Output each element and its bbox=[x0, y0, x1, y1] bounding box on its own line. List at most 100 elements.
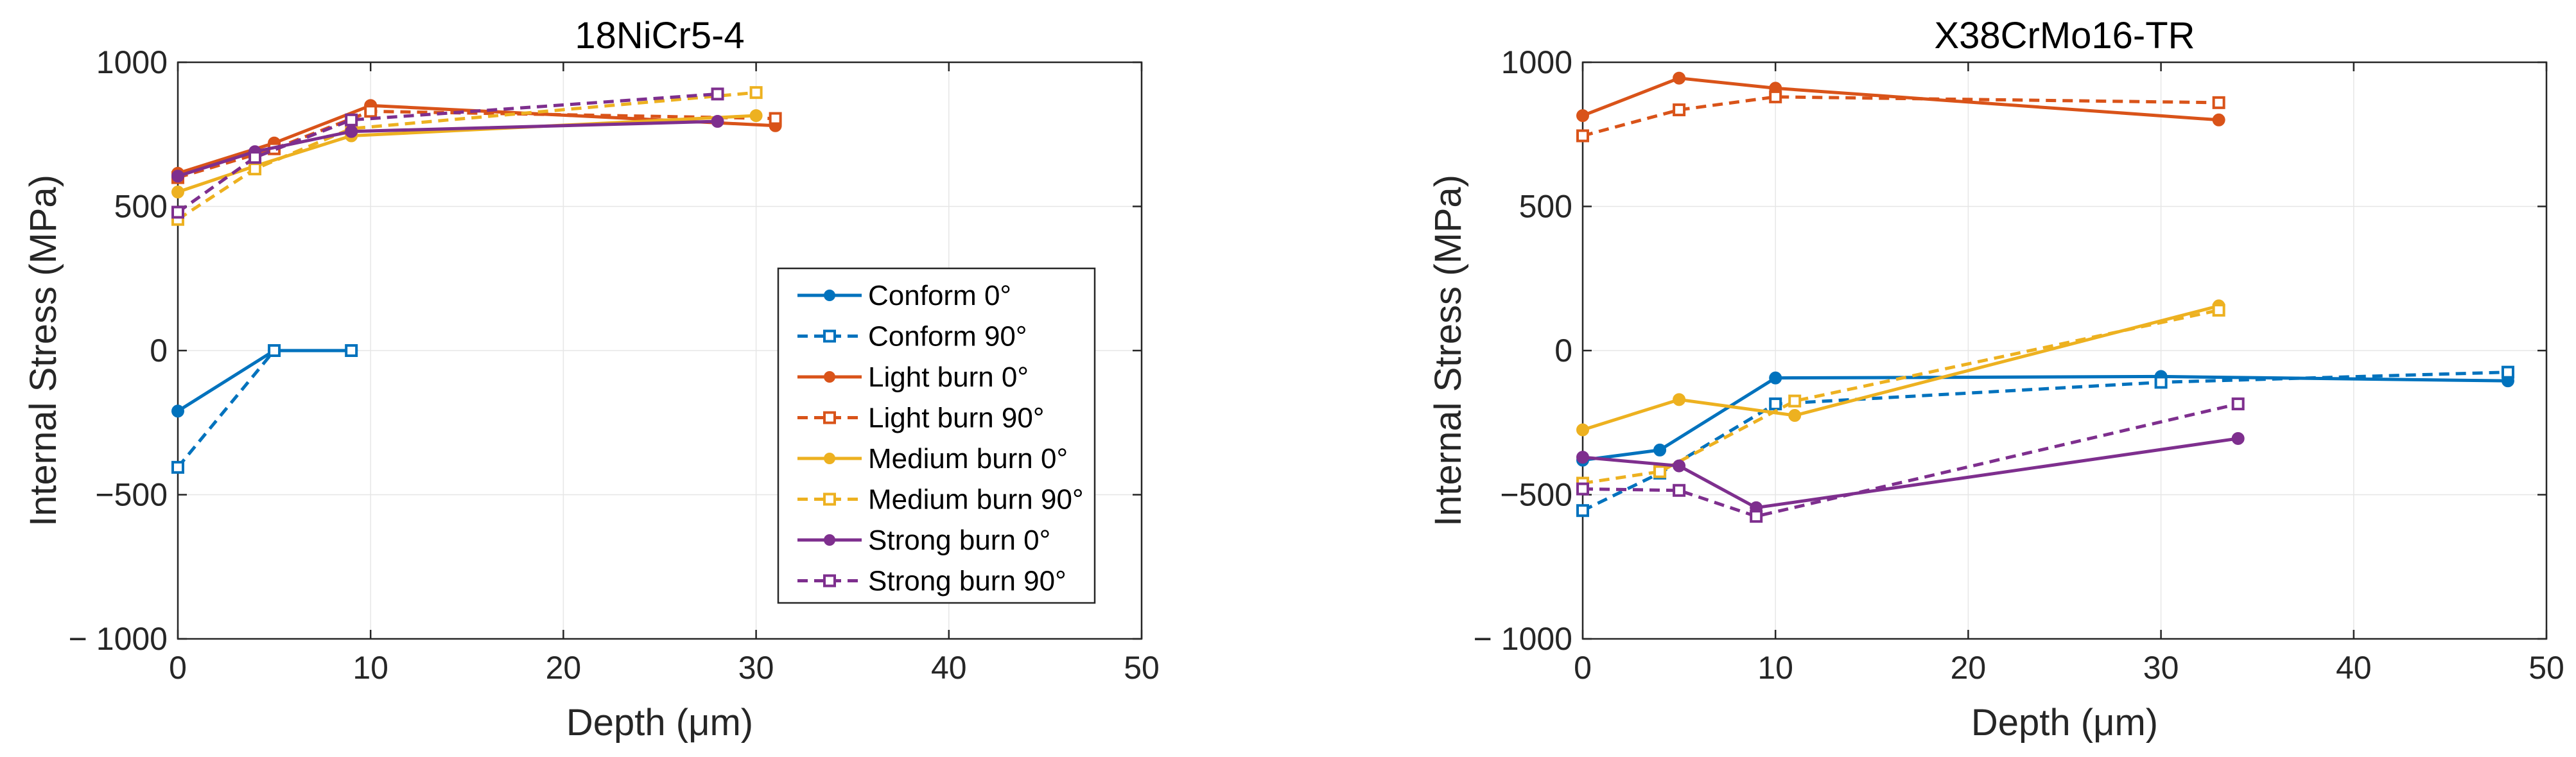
y-axis-label: Internal Stress (MPa) bbox=[22, 175, 64, 526]
x-tick-label: 40 bbox=[931, 650, 967, 686]
y-tick-label: − 1000 bbox=[69, 621, 168, 657]
series-conform-90 bbox=[171, 344, 358, 474]
x-tick-label: 30 bbox=[2143, 650, 2179, 686]
y-tick-label: − 1000 bbox=[1474, 621, 1572, 657]
data-point bbox=[171, 205, 184, 219]
legend-marker bbox=[824, 534, 835, 546]
x-tick-label: 50 bbox=[1124, 650, 1160, 686]
legend-item: Light burn 0° bbox=[797, 361, 1029, 393]
legend-item: Light burn 90° bbox=[797, 403, 1044, 434]
series-line bbox=[1582, 308, 2220, 485]
x-axis-label: Depth (μm) bbox=[566, 702, 753, 744]
data-point bbox=[364, 105, 378, 118]
y-tick-label: 0 bbox=[150, 333, 168, 369]
data-point bbox=[1750, 510, 1763, 523]
chart-title: 18NiCr5-4 bbox=[575, 15, 744, 57]
data-point bbox=[1769, 371, 1782, 385]
data-point bbox=[1788, 409, 1802, 422]
data-point bbox=[1576, 423, 1589, 437]
legend-label: Conform 90° bbox=[868, 321, 1027, 352]
data-point bbox=[345, 125, 358, 138]
legend-marker bbox=[823, 574, 836, 587]
legend-marker bbox=[824, 453, 835, 464]
x-tick-label: 40 bbox=[2336, 650, 2372, 686]
data-point bbox=[769, 112, 782, 125]
data-point bbox=[749, 109, 763, 123]
data-point bbox=[1673, 483, 1686, 497]
x-tick-label: 10 bbox=[1757, 650, 1793, 686]
chart-title: X38CrMo16-TR bbox=[1934, 15, 2195, 57]
series-strong-burn-90 bbox=[171, 87, 724, 219]
data-point bbox=[1653, 465, 1667, 478]
y-tick-label: 500 bbox=[114, 189, 168, 225]
legend-label: Strong burn 90° bbox=[868, 566, 1066, 597]
data-point bbox=[345, 113, 358, 126]
data-point bbox=[171, 186, 184, 199]
data-point bbox=[248, 151, 262, 164]
legend-item: Strong burn 0° bbox=[797, 525, 1050, 556]
y-tick-label: 0 bbox=[1554, 333, 1572, 369]
series-line bbox=[1582, 76, 2219, 122]
legend-marker bbox=[823, 329, 836, 343]
legend-marker bbox=[823, 411, 836, 424]
series-line bbox=[1582, 402, 2239, 518]
legend-item: Conform 90° bbox=[797, 321, 1027, 352]
y-axis-label: Internal Stress (MPa) bbox=[1427, 175, 1469, 526]
x-axis-label: Depth (μm) bbox=[1971, 702, 2158, 744]
legend-label: Conform 0° bbox=[868, 280, 1011, 311]
legend-label: Medium burn 0° bbox=[868, 443, 1068, 474]
legend-marker bbox=[824, 371, 835, 383]
y-tick-label: −500 bbox=[1500, 477, 1572, 513]
legend-label: Light burn 0° bbox=[868, 361, 1029, 393]
data-point bbox=[1788, 394, 1802, 408]
data-point bbox=[171, 405, 184, 418]
data-point bbox=[345, 344, 358, 357]
data-point bbox=[749, 86, 763, 100]
legend-item: Medium burn 90° bbox=[797, 484, 1084, 516]
legend-marker bbox=[823, 492, 836, 506]
x-tick-label: 20 bbox=[1951, 650, 1987, 686]
data-point bbox=[1576, 451, 1589, 464]
data-point bbox=[171, 460, 184, 474]
y-tick-label: 500 bbox=[1519, 189, 1572, 225]
data-point bbox=[1673, 103, 1686, 117]
data-point bbox=[1576, 129, 1589, 143]
y-tick-label: −500 bbox=[95, 477, 168, 513]
series-conform-90 bbox=[1576, 365, 2514, 518]
data-point bbox=[268, 344, 281, 357]
legend-box bbox=[777, 267, 1096, 604]
data-point bbox=[2231, 397, 2245, 411]
legend-item: Conform 0° bbox=[797, 280, 1011, 311]
y-tick-label: 1000 bbox=[1501, 44, 1572, 80]
data-point bbox=[1653, 443, 1667, 457]
chart-X38CrMo16-TR: 0 10 20 30 40 50 − 1000 −500 0 500 1000 X38CrMo16-T… bbox=[1427, 15, 2564, 744]
series-light-burn-0 bbox=[1576, 71, 2225, 126]
y-tick-label: 1000 bbox=[96, 44, 168, 80]
x-tick-label: 0 bbox=[169, 650, 187, 686]
series-light-burn-90 bbox=[1576, 90, 2225, 143]
data-point bbox=[171, 170, 184, 183]
data-point bbox=[2154, 376, 2168, 389]
data-point bbox=[1673, 459, 1686, 473]
series-strong-burn-0 bbox=[1576, 431, 2245, 514]
data-point bbox=[1576, 504, 1589, 518]
legend: Conform 0° Conform 90° Light burn 0° Light … bbox=[777, 267, 1096, 604]
series-line bbox=[1582, 304, 2220, 431]
data-point bbox=[2231, 431, 2245, 445]
data-point bbox=[711, 87, 724, 101]
data-point bbox=[1673, 71, 1686, 85]
data-point bbox=[711, 115, 724, 128]
x-tick-label: 30 bbox=[738, 650, 774, 686]
legend-item: Medium burn 0° bbox=[797, 443, 1068, 474]
x-tick-label: 50 bbox=[2528, 650, 2564, 686]
legend-label: Strong burn 0° bbox=[868, 525, 1050, 556]
series-line bbox=[1582, 95, 2219, 137]
chart-18NiCr5-4: 0 10 20 30 40 50 − 1000 −500 0 500 1000 18NiCr5-4 De… bbox=[22, 15, 1160, 744]
legend-marker bbox=[824, 290, 835, 301]
data-point bbox=[1769, 397, 1782, 411]
data-point bbox=[1576, 109, 1589, 123]
data-point bbox=[2212, 96, 2225, 109]
data-point bbox=[1673, 393, 1686, 406]
x-tick-label: 0 bbox=[1574, 650, 1592, 686]
